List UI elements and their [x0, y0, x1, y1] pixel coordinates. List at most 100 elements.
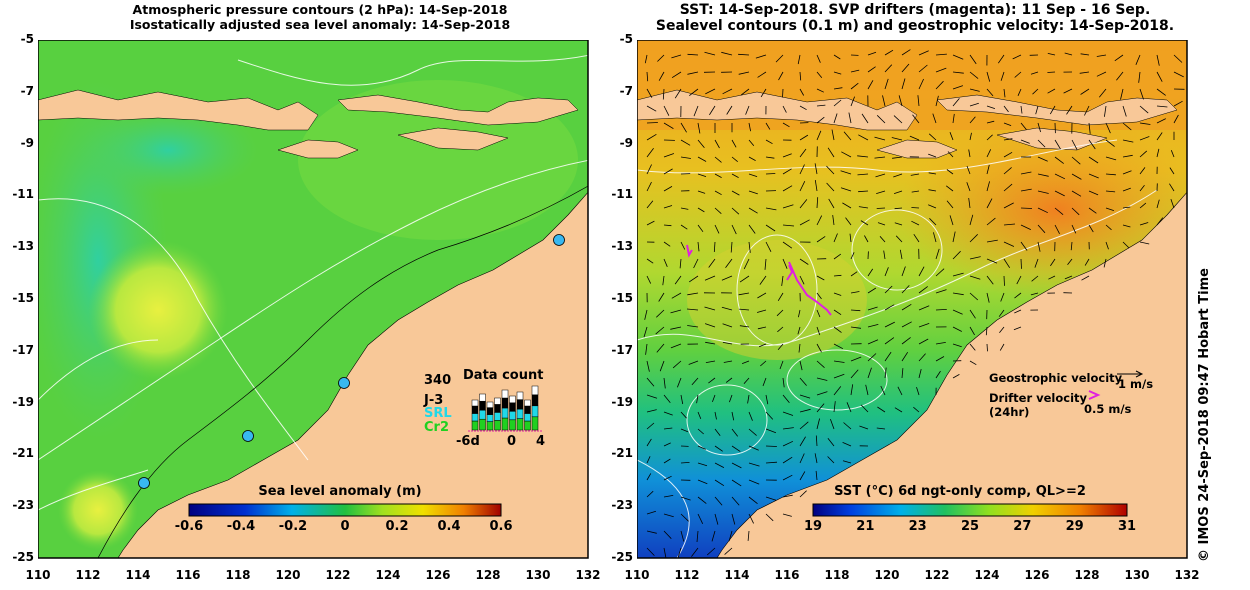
- y-axis-label: -25: [611, 550, 633, 564]
- y-axis-label: -5: [619, 32, 633, 46]
- y-axis-label: -25: [12, 550, 34, 564]
- x-axis-label: 128: [1074, 568, 1100, 582]
- pressure-contour: [38, 198, 309, 461]
- sst-map: [637, 40, 1188, 559]
- pressure-contour: [38, 469, 149, 511]
- data-count-bar: [524, 399, 531, 407]
- land-sumba: [876, 139, 958, 159]
- data-count-bars: [468, 385, 542, 432]
- x-axis-label: 118: [225, 568, 251, 582]
- left-panel-title: Atmospheric pressure contours (2 hPa): 1…: [80, 2, 560, 32]
- land-sumba: [277, 139, 359, 159]
- data-count-bar: [486, 407, 494, 415]
- right-colorbar-title: SST (°C) 6d ngt-only comp, QL>=2: [834, 484, 1086, 499]
- land-flores: [337, 94, 579, 126]
- bathymetry-contour: [97, 185, 588, 558]
- data-count-bar: [471, 399, 479, 407]
- drifter-velocity-label: Drifter velocity: [989, 391, 1088, 405]
- y-axis-label: -9: [619, 135, 633, 150]
- y-axis-label: -11: [611, 187, 633, 202]
- right-panel-title: SST: 14-Sep-2018. SVP drifters (magenta)…: [625, 2, 1205, 34]
- data-count-bar: [501, 397, 509, 409]
- low-anomaly-region: [78, 105, 258, 195]
- data-count-bar: [509, 419, 516, 431]
- tide-gauge-marker: [553, 234, 565, 246]
- data-count-bar: [479, 400, 486, 411]
- high-anomaly-region: [58, 470, 138, 550]
- data-count-bar: [471, 413, 479, 422]
- x-axis-label: 116: [774, 568, 800, 582]
- data-count-bar: [509, 402, 516, 412]
- x-axis-label: 132: [575, 568, 601, 582]
- data-count-bar: [531, 405, 539, 418]
- data-count-bar: [486, 401, 494, 408]
- data-count-series-j3: J-3: [424, 393, 444, 408]
- x-axis-label: 126: [425, 568, 451, 582]
- data-count-title: Data count: [463, 368, 544, 383]
- right-title-line1: SST: 14-Sep-2018. SVP drifters (magenta)…: [679, 2, 1151, 18]
- data-count-bar: [516, 399, 524, 410]
- y-axis-label: -15: [611, 291, 633, 305]
- x-axis-label: 114: [125, 568, 151, 582]
- drifter-track: [786, 264, 794, 281]
- y-axis-label: -9: [20, 135, 34, 150]
- data-count-bar: [479, 393, 486, 402]
- colorbar-tick: 21: [856, 519, 875, 534]
- tide-gauge-marker: [138, 477, 150, 489]
- y-axis-label: -23: [12, 498, 34, 513]
- x-axis-label: 132: [1174, 568, 1200, 582]
- left-title-line2: Isostatically adjusted sea level anomaly…: [129, 17, 511, 32]
- x-axis-label: 120: [874, 568, 900, 582]
- data-count-xtick: -6d: [456, 434, 480, 449]
- data-count-xtick: 0: [507, 434, 517, 449]
- x-axis-label: 130: [1124, 568, 1150, 582]
- sea-level-contours: [637, 139, 1158, 558]
- pressure-contour: [38, 159, 588, 461]
- colorbar-tick: 27: [1013, 519, 1032, 534]
- data-count-xtick: 4: [536, 434, 546, 449]
- imos-timestamp: © IMOS 24-Sep-2018 09:47 Hobart Time: [1197, 268, 1212, 562]
- land-australia: [117, 191, 588, 558]
- colorbar-tick: 0.2: [385, 519, 409, 534]
- data-count-bar: [494, 397, 501, 405]
- data-count-bar: [486, 414, 494, 422]
- left-title-line1: Atmospheric pressure contours (2 hPa): 1…: [132, 2, 508, 17]
- data-count-bar: [486, 421, 494, 431]
- sea-level-colorbar: [188, 503, 502, 517]
- pressure-contour: [38, 339, 159, 401]
- x-axis-label: 126: [1024, 568, 1050, 582]
- data-count-bar: [524, 420, 531, 431]
- x-axis-label: 130: [525, 568, 551, 582]
- right-title-line2: Sealevel contours (0.1 m) and geostrophi…: [655, 18, 1175, 34]
- data-count-bar: [524, 405, 531, 414]
- x-axis-label: 116: [175, 568, 201, 582]
- x-axis-label: 118: [824, 568, 850, 582]
- land-flores: [936, 94, 1178, 126]
- y-axis-label: -21: [611, 446, 633, 461]
- y-axis-label: -13: [12, 239, 34, 254]
- high-anomaly-region: [88, 240, 228, 380]
- y-axis-label: -7: [20, 83, 34, 98]
- colorbar-tick: 0: [340, 519, 350, 534]
- colorbar-tick: -0.2: [278, 519, 308, 534]
- data-count-bar: [494, 412, 501, 421]
- data-count-bar: [516, 408, 524, 419]
- land-java: [38, 89, 319, 131]
- colorbar-tick: 29: [1065, 519, 1084, 534]
- colorbar-tick: 0.4: [437, 519, 461, 534]
- x-axis-label: 114: [724, 568, 750, 582]
- x-axis-label: 120: [275, 568, 301, 582]
- x-axis-label: 112: [674, 568, 700, 582]
- y-axis-label: -13: [611, 239, 633, 254]
- y-axis-label: -15: [12, 291, 34, 305]
- tide-gauge-marker: [338, 377, 350, 389]
- right-map-frame: [637, 40, 1188, 559]
- left-colorbar-title: Sea level anomaly (m): [258, 484, 422, 499]
- drifter-scale-arrow: [1088, 390, 1101, 400]
- y-axis-label: -23: [611, 498, 633, 513]
- data-count-bar: [471, 420, 479, 431]
- land-timor: [996, 127, 1108, 151]
- x-axis-label: 110: [624, 568, 650, 582]
- colorbar-tick: -0.6: [174, 519, 204, 534]
- x-axis-label: 124: [375, 568, 401, 582]
